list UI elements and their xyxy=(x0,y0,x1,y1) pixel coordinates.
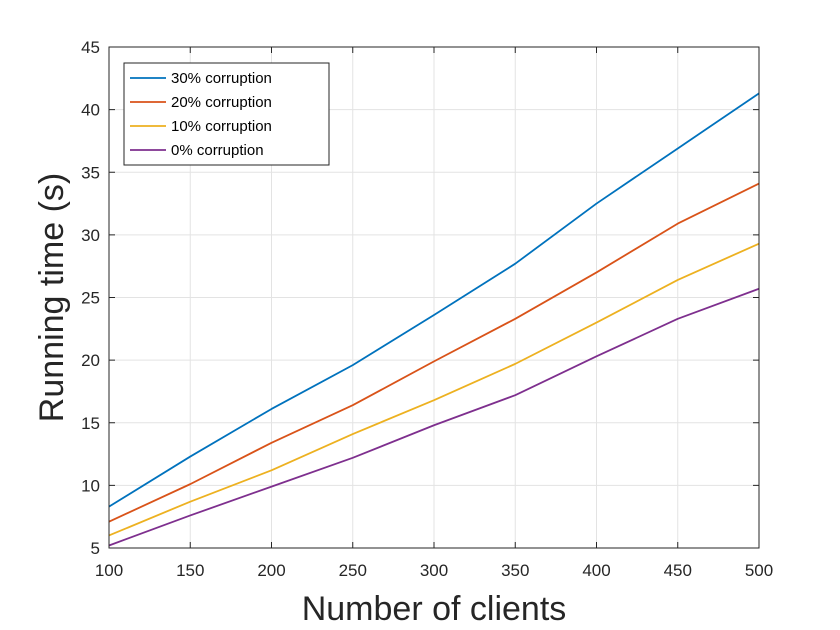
y-tick-label: 5 xyxy=(91,539,100,558)
legend-box xyxy=(123,62,330,166)
x-tick-label: 500 xyxy=(745,561,773,580)
axis-ticks: 100 150 200 250 300 350 400 450 500 5 10 15 20 25 30 35… xyxy=(81,38,773,580)
y-tick-label: 20 xyxy=(81,351,100,370)
x-tick-label: 150 xyxy=(176,561,204,580)
legend-entry-label: 0% corruption xyxy=(171,142,264,159)
x-axis-label: Number of clients xyxy=(302,590,567,628)
y-tick-label: 25 xyxy=(81,289,100,308)
x-tick-label: 450 xyxy=(664,561,692,580)
y-tick-label: 35 xyxy=(81,163,100,182)
series-line-1 xyxy=(108,182,760,523)
series-line-2 xyxy=(108,242,760,537)
y-tick-label: 30 xyxy=(81,226,100,245)
x-tick-label: 200 xyxy=(257,561,285,580)
legend-entry-label: 30% corruption xyxy=(171,70,272,87)
x-tick-label: 300 xyxy=(420,561,448,580)
x-tick-label: 350 xyxy=(501,561,529,580)
legend-entry-label: 10% corruption xyxy=(171,118,272,135)
y-tick-label: 40 xyxy=(81,101,100,120)
y-tick-label: 15 xyxy=(81,414,100,433)
series-lines xyxy=(108,92,760,547)
legend: 30% corruption 20% corruption 10% corrupti… xyxy=(123,62,330,166)
y-tick-label: 10 xyxy=(81,476,100,495)
series-line-3 xyxy=(108,287,760,547)
series-line-0 xyxy=(108,92,760,508)
x-tick-label: 400 xyxy=(582,561,610,580)
x-tick-label: 100 xyxy=(95,561,123,580)
x-tick-label: 250 xyxy=(339,561,367,580)
y-tick-label: 45 xyxy=(81,38,100,57)
y-axis-label: Running time (s) xyxy=(33,173,71,422)
legend-entry-label: 20% corruption xyxy=(171,94,272,111)
